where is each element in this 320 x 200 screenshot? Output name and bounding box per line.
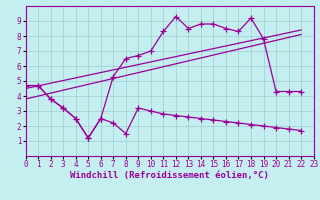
- X-axis label: Windchill (Refroidissement éolien,°C): Windchill (Refroidissement éolien,°C): [70, 171, 269, 180]
